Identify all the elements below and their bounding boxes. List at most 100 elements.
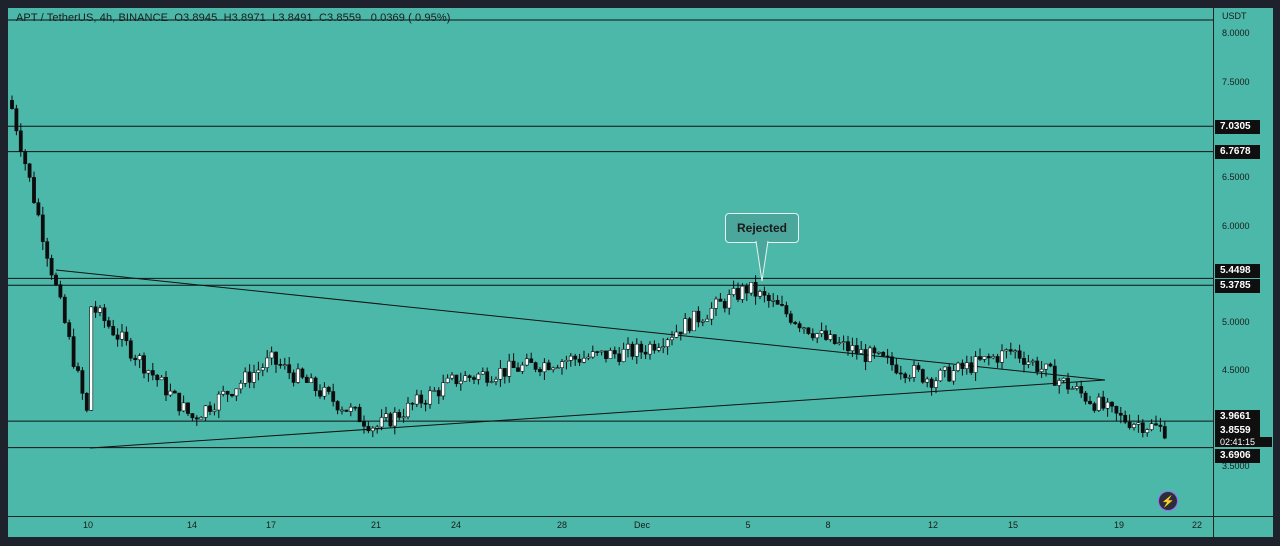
symbol-legend: APT / TetherUS, 4h, BINANCE O3.8945 H3.8… [16, 12, 451, 24]
currency-label: USDT [1222, 11, 1247, 21]
candle-up [837, 342, 842, 344]
candle-down [1022, 358, 1026, 365]
candle-down [846, 341, 850, 352]
candle-up [1039, 368, 1044, 372]
candle-up [758, 291, 762, 297]
candle-up [458, 380, 463, 385]
candle-down [27, 163, 32, 178]
candle-down [775, 300, 780, 305]
candle-down [502, 368, 507, 377]
candle-down [331, 391, 336, 402]
rejected-callout[interactable]: Rejected [725, 213, 799, 243]
candle-down [894, 364, 899, 374]
candle-down [1017, 350, 1022, 359]
candle-up [1074, 386, 1079, 389]
candle-up [414, 394, 419, 405]
candle-up [907, 377, 912, 379]
candle-up [705, 318, 710, 322]
candle-up [340, 409, 344, 412]
price-tick: 7.5000 [1222, 77, 1250, 87]
candle-down [40, 214, 45, 242]
candle-down [485, 371, 490, 383]
candle-down [278, 364, 283, 366]
candle-up [243, 371, 248, 384]
rejected-callout-label: Rejected [736, 221, 788, 235]
time-tick: 5 [745, 520, 751, 530]
candle-down [890, 356, 894, 366]
candle-up [375, 426, 380, 429]
candle-down [225, 391, 230, 395]
candle-down [353, 406, 358, 409]
candle-down [1162, 426, 1167, 439]
candle-down [366, 425, 371, 432]
time-scale[interactable] [8, 516, 1213, 537]
candle-up [670, 337, 674, 341]
candle-down [454, 374, 459, 385]
candle-down [18, 130, 23, 152]
candle-down [335, 401, 340, 411]
candle-down [916, 365, 921, 370]
candle-up [489, 381, 494, 383]
price-tick: 5.0000 [1222, 317, 1250, 327]
candle-down [762, 291, 767, 296]
candle-up [401, 416, 406, 419]
candle-down [643, 351, 648, 355]
candle-up [714, 298, 718, 309]
candle-down [516, 367, 520, 372]
candle-up [740, 285, 745, 300]
candle-up [656, 347, 661, 351]
candle-down [1123, 414, 1128, 423]
candle-down [111, 326, 116, 336]
candle-up [203, 405, 208, 418]
candle-up [89, 306, 94, 411]
candle-down [612, 350, 617, 355]
candle-up [608, 350, 613, 359]
candle-up [1145, 429, 1150, 433]
candle-down [947, 366, 952, 382]
candle-up [771, 300, 776, 302]
candle-up [256, 369, 261, 373]
chart-pane[interactable] [8, 8, 1213, 516]
candle-up [432, 390, 437, 392]
candle-down [177, 392, 182, 412]
candle-up [348, 406, 353, 412]
candle-up [322, 387, 327, 397]
candle-up [956, 362, 960, 371]
candle-up [265, 357, 270, 368]
candle-down [903, 373, 908, 379]
candle-down [54, 274, 58, 285]
candle-down [23, 151, 28, 165]
candle-down [797, 323, 802, 329]
candle-down [978, 356, 982, 360]
candle-down [617, 353, 622, 362]
candle-down [318, 390, 322, 397]
candle-up [582, 357, 586, 363]
candle-up [700, 320, 705, 323]
candle-down [577, 358, 582, 363]
candle-down [326, 387, 331, 392]
candle-up [942, 366, 947, 371]
candle-down [806, 327, 811, 334]
candle-down [929, 378, 934, 388]
candle-up [1004, 349, 1009, 352]
candle-up [599, 350, 604, 353]
time-tick: 8 [825, 520, 831, 530]
candle-down [1101, 396, 1106, 409]
candle-down [172, 390, 177, 394]
candle-up [445, 377, 450, 384]
candle-down [102, 307, 107, 322]
candle-up [159, 376, 164, 381]
time-tick: 12 [927, 520, 939, 530]
candle-down [62, 296, 67, 323]
candle-down [93, 306, 98, 313]
candle-up [1061, 377, 1066, 381]
candle-up [168, 390, 173, 396]
candle-up [802, 327, 806, 330]
candle-down [788, 313, 793, 323]
candle-down [194, 417, 199, 420]
candle-up [1149, 423, 1154, 430]
lightning-icon[interactable]: ⚡ [1158, 491, 1178, 511]
candle-up [621, 348, 626, 362]
candle-down [780, 304, 784, 306]
